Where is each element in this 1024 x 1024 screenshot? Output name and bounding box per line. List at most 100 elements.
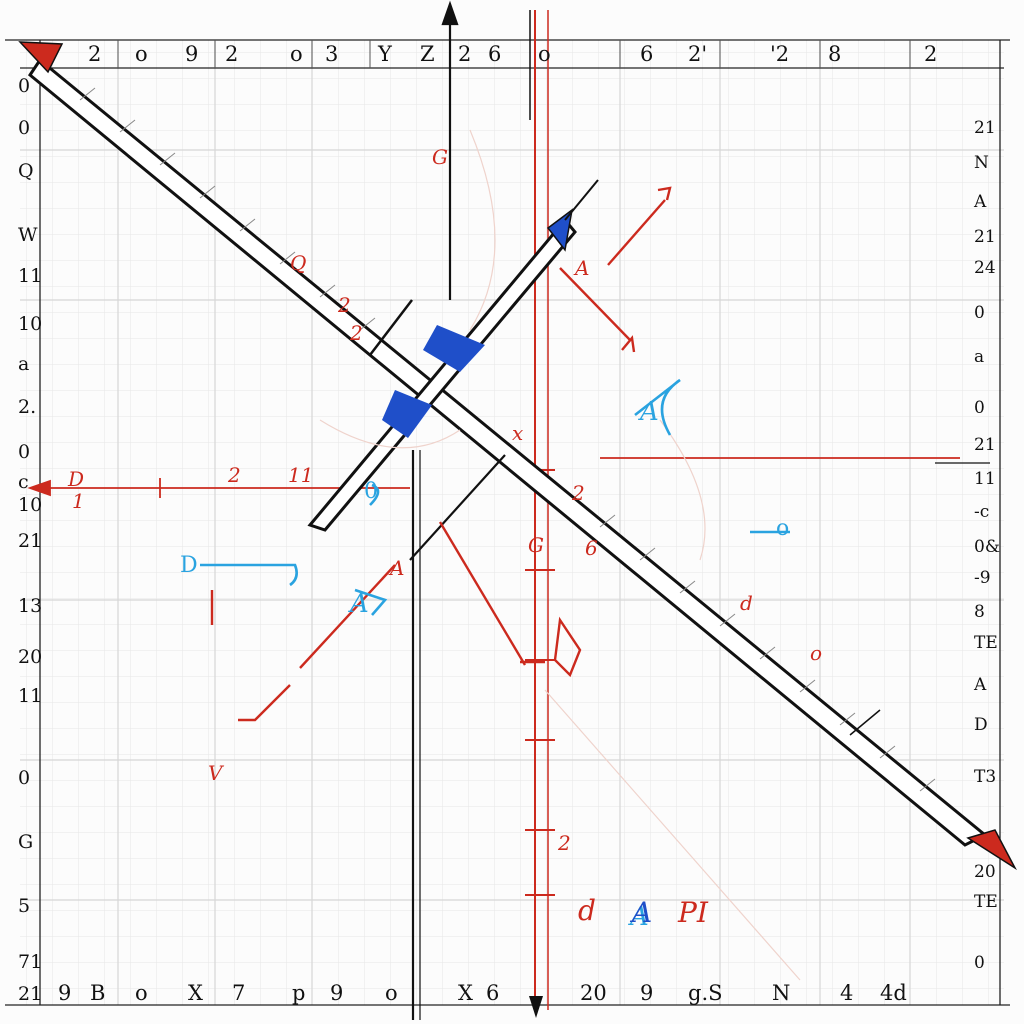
left-label: 21 <box>18 983 42 1005</box>
left-label: 11 <box>18 685 42 707</box>
red-annotation: V <box>208 761 225 785</box>
left-label: 0 <box>18 117 30 139</box>
top-label-row: 2 o 9 2 o 3 Y Z 2 6 o 6 2' '2 8 2 <box>88 42 937 66</box>
red-annotation: 6 <box>585 536 598 560</box>
right-label: A <box>973 192 987 212</box>
bottom-label: X <box>188 981 203 1005</box>
right-label: -9 <box>974 568 991 588</box>
top-label: 3 <box>325 42 338 66</box>
bottom-word-part: A <box>629 896 652 929</box>
right-label: 21 <box>974 227 996 247</box>
red-vertical-axis <box>529 10 549 1018</box>
bottom-label: 7 <box>232 981 245 1005</box>
blue-annotation: A <box>348 589 369 619</box>
right-label: a <box>974 347 984 367</box>
blue-annotation: A <box>628 902 649 932</box>
blue-annotation-marks: AAA <box>348 397 659 932</box>
bottom-label: g.S <box>688 981 723 1005</box>
right-label: 11 <box>974 469 996 489</box>
long-ruler <box>18 41 1017 871</box>
right-label: 21 <box>974 435 996 455</box>
bottom-label: N <box>772 981 790 1005</box>
top-cell-dividers <box>117 40 911 68</box>
bottom-label: p <box>292 981 305 1005</box>
top-label: Z <box>420 42 435 66</box>
bottom-label: 9 <box>640 981 653 1005</box>
right-label: 0& <box>974 537 1000 557</box>
top-label: 2 <box>924 42 937 66</box>
left-label: 21 <box>18 530 42 552</box>
bottom-label: 4 <box>840 981 853 1005</box>
bottom-label: o <box>385 981 398 1005</box>
left-label: 5 <box>18 895 30 917</box>
ruler-ticks <box>79 87 936 792</box>
left-label: G <box>18 831 33 853</box>
right-label: D <box>974 715 988 735</box>
right-label: 0 <box>974 398 985 418</box>
right-label: 21 <box>974 118 996 138</box>
bottom-word-part: d <box>578 894 596 927</box>
red-annotation: A <box>388 556 404 580</box>
top-label: 9 <box>185 42 198 66</box>
right-label: 24 <box>974 258 996 278</box>
right-label: 8 <box>974 602 985 622</box>
bottom-label: o <box>135 981 148 1005</box>
right-label: 0 <box>974 953 985 973</box>
left-label: W <box>18 224 38 246</box>
bottom-handwritten-word: d A PI <box>578 894 709 929</box>
bottom-label: B <box>90 981 105 1005</box>
top-label: 2 <box>458 42 471 66</box>
top-label: 6 <box>488 42 501 66</box>
bottom-label: X <box>458 981 473 1005</box>
tail-strokes <box>409 454 506 561</box>
left-label: 13 <box>18 595 42 617</box>
top-label: 2 <box>225 42 238 66</box>
left-label: a <box>18 353 29 375</box>
bottom-label: 4d <box>880 981 907 1005</box>
right-label: TE <box>974 892 998 912</box>
right-label: 0 <box>974 303 985 323</box>
top-label: 6 <box>640 42 653 66</box>
pencil <box>307 179 599 532</box>
red-annotation: Q <box>290 251 306 275</box>
red-annotation: 2 <box>557 831 571 855</box>
left-label: 0 <box>18 441 30 463</box>
red-annotation: 2 <box>571 481 585 505</box>
bottom-label: 9 <box>330 981 343 1005</box>
red-annotation: 1 <box>72 489 85 513</box>
red-annotation: D <box>67 467 84 491</box>
cyan-annotation: o <box>776 516 789 541</box>
right-label: 20 <box>974 862 996 882</box>
left-label: c <box>18 471 29 493</box>
bottom-label: 9 <box>58 981 71 1005</box>
red-annotation: 2 <box>227 463 241 487</box>
black-vertical-axis <box>411 0 459 1020</box>
right-label: -c <box>974 502 989 522</box>
red-annotation: 11 <box>288 463 313 487</box>
left-label: 10 <box>18 494 42 516</box>
cyan-annotation: 0 <box>364 479 378 504</box>
right-label: TE <box>974 633 998 653</box>
top-label: Y <box>377 42 393 66</box>
right-label: T3 <box>974 767 996 787</box>
red-annotation: 2 <box>337 293 351 317</box>
left-label: 71 <box>18 951 42 973</box>
top-label: o <box>538 42 551 66</box>
left-label: 20 <box>18 646 42 668</box>
bottom-label: 6 <box>486 981 499 1005</box>
left-label: 11 <box>18 265 42 287</box>
left-label: 2. <box>18 396 36 418</box>
red-annotation: o <box>810 641 822 665</box>
red-annotation: 2 <box>349 321 363 345</box>
cyan-annotation-marks: o D 0 <box>180 479 789 578</box>
top-label: o <box>135 42 148 66</box>
bottom-label: 20 <box>580 981 607 1005</box>
red-annotation: G <box>432 145 448 169</box>
bottom-word-part: PI <box>677 896 709 929</box>
left-label: 10 <box>18 313 42 335</box>
